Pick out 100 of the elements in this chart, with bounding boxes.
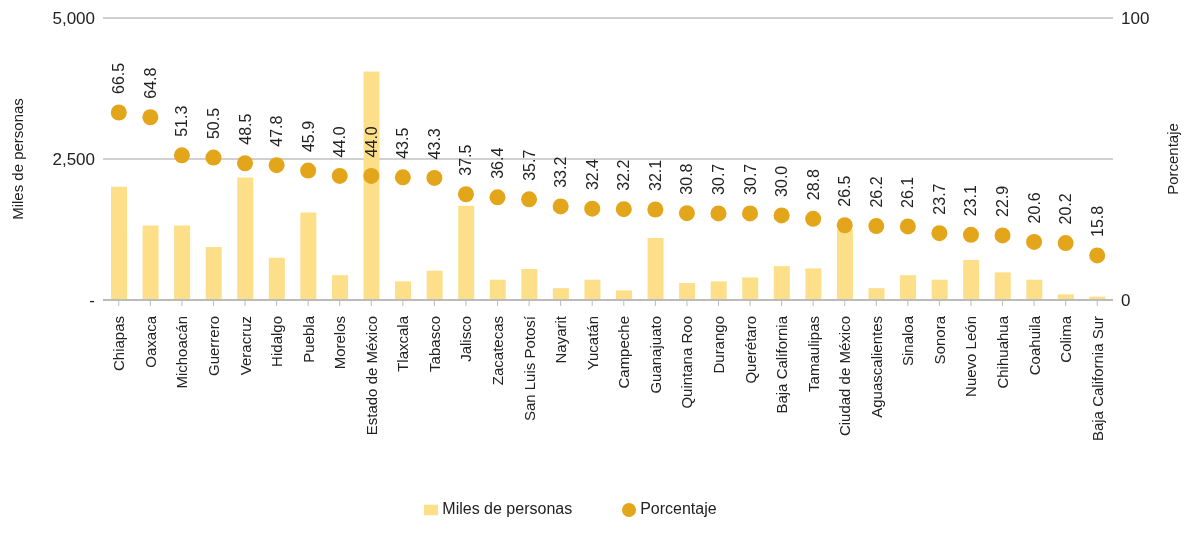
data-label: 44.0 bbox=[331, 126, 349, 158]
bar bbox=[679, 283, 696, 300]
x-tick-label: Puebla bbox=[299, 315, 317, 363]
x-tick-label: Guerrero bbox=[204, 316, 222, 377]
point bbox=[931, 225, 948, 242]
data-label: 30.7 bbox=[709, 163, 727, 195]
x-tick-label: Durango bbox=[709, 316, 727, 374]
point bbox=[1057, 235, 1074, 252]
x-tick-label: Tlaxcala bbox=[394, 315, 412, 372]
data-label: 37.5 bbox=[457, 144, 475, 176]
x-tick-label: Yucatán bbox=[583, 316, 601, 371]
point bbox=[300, 162, 317, 179]
x-tick-label: Veracruz bbox=[236, 316, 254, 376]
bar bbox=[647, 237, 664, 300]
point bbox=[710, 205, 727, 222]
x-tick-label: Chihuahua bbox=[994, 315, 1012, 389]
x-tick-label: Sinaloa bbox=[899, 315, 917, 367]
x-tick-label: Baja California bbox=[773, 315, 791, 414]
x-tick-label: Estado de México bbox=[362, 316, 380, 436]
point bbox=[742, 205, 759, 222]
bar bbox=[111, 186, 127, 300]
x-tick-label: Tabasco bbox=[425, 316, 443, 372]
data-label: 43.3 bbox=[425, 128, 443, 160]
point bbox=[426, 169, 443, 186]
point bbox=[584, 200, 601, 217]
point bbox=[489, 189, 506, 206]
bar bbox=[900, 275, 917, 300]
x-tick-label: Baja California Sur bbox=[1088, 316, 1106, 442]
x-tick-label: San Luis Potosí bbox=[520, 315, 538, 422]
bar bbox=[458, 205, 475, 300]
data-label: 20.6 bbox=[1025, 192, 1043, 224]
point bbox=[1026, 233, 1043, 250]
data-label: 35.7 bbox=[520, 149, 538, 181]
point bbox=[773, 207, 790, 224]
x-tick-label: Jalisco bbox=[457, 316, 475, 362]
y-axis-title: Miles de personas bbox=[9, 98, 27, 220]
data-label: 64.8 bbox=[141, 67, 159, 99]
y2-axis-title: Porcentaje bbox=[1164, 123, 1182, 195]
data-label: 44.0 bbox=[362, 126, 380, 158]
data-label: 66.5 bbox=[110, 62, 128, 94]
bar bbox=[836, 229, 853, 300]
x-tick-label: Quintana Roo bbox=[678, 316, 696, 409]
point bbox=[457, 186, 474, 203]
x-tick-label: Guanajuato bbox=[646, 316, 664, 394]
data-label: 28.8 bbox=[804, 169, 822, 201]
bar bbox=[489, 279, 506, 300]
point bbox=[142, 109, 159, 126]
data-label: 36.4 bbox=[489, 147, 507, 179]
x-tick-label: Ciudad de México bbox=[836, 316, 854, 437]
data-label: 32.1 bbox=[646, 159, 664, 191]
bar bbox=[805, 268, 822, 300]
data-label: 30.7 bbox=[741, 163, 759, 195]
point bbox=[173, 147, 190, 164]
bar bbox=[300, 212, 317, 300]
data-label: 48.5 bbox=[236, 113, 254, 145]
data-label: 23.1 bbox=[962, 185, 980, 217]
y2-tick-label: 100 bbox=[1121, 9, 1150, 29]
point bbox=[962, 226, 979, 243]
x-tick-label: Campeche bbox=[615, 316, 633, 389]
x-tick-label: Aguascalientes bbox=[867, 316, 885, 418]
x-tick-label: Querétaro bbox=[741, 316, 759, 384]
point bbox=[836, 217, 853, 234]
bar bbox=[742, 277, 759, 300]
point bbox=[899, 218, 916, 235]
bar bbox=[174, 225, 191, 300]
data-label: 33.2 bbox=[552, 156, 570, 188]
x-tick-label: Colima bbox=[1057, 315, 1075, 363]
bar bbox=[584, 279, 601, 300]
point bbox=[1089, 247, 1106, 264]
y-tick-label: 2,500 bbox=[52, 150, 95, 170]
y-tick-label: 5,000 bbox=[52, 9, 95, 29]
point bbox=[268, 157, 285, 174]
point bbox=[994, 227, 1011, 244]
bar bbox=[331, 275, 348, 300]
data-label: 30.8 bbox=[678, 163, 696, 195]
bar bbox=[994, 272, 1011, 300]
data-label: 26.5 bbox=[836, 175, 854, 207]
data-label: 47.8 bbox=[268, 115, 286, 147]
x-tick-label: Nuevo León bbox=[962, 316, 980, 397]
x-tick-label: Coahuila bbox=[1025, 315, 1043, 376]
x-tick-label: Oaxaca bbox=[141, 315, 159, 368]
x-tick-label: Michoacán bbox=[173, 316, 191, 389]
bar bbox=[395, 281, 412, 300]
bar bbox=[237, 177, 254, 300]
data-label: 26.1 bbox=[899, 176, 917, 208]
point bbox=[331, 167, 348, 184]
data-label: 50.5 bbox=[204, 107, 222, 140]
x-tick-label: Nayarit bbox=[552, 315, 570, 364]
y-tick-label: - bbox=[89, 291, 95, 311]
bar bbox=[426, 270, 443, 300]
point bbox=[363, 167, 380, 184]
bar bbox=[868, 288, 885, 300]
x-tick-label: Morelos bbox=[331, 316, 349, 370]
legend-label: Porcentaje bbox=[640, 500, 717, 517]
bar bbox=[616, 290, 632, 300]
point bbox=[868, 218, 885, 235]
data-label: 22.9 bbox=[994, 185, 1012, 217]
bar bbox=[205, 246, 222, 300]
bar bbox=[142, 225, 159, 300]
bar bbox=[710, 281, 727, 300]
